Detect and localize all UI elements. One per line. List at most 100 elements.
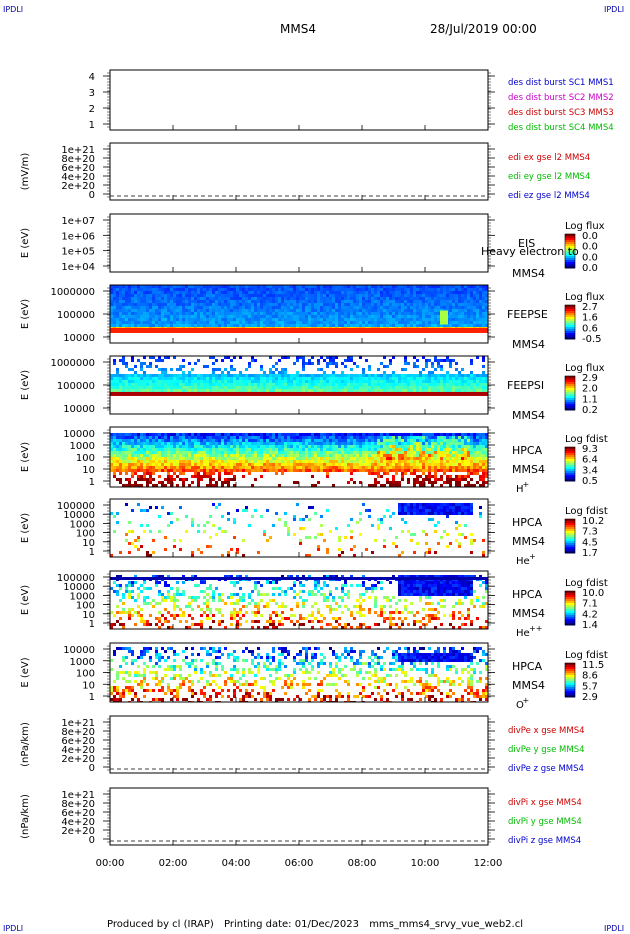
panel-divpi: divPi x gse MMS4 divPi y gse MMS4 divPi z … xyxy=(20,787,582,846)
legend-entry: divPe y gse MMS4 xyxy=(508,745,585,755)
colorbar-tick: 9.3 xyxy=(582,444,598,455)
colorbar-title: Log flux xyxy=(565,292,605,303)
x-tick-label: 00:00 xyxy=(96,858,125,869)
y-tick-label: 1000000 xyxy=(50,358,95,369)
y-axis-label: E (eV) xyxy=(20,585,31,615)
legend-entry: edi ez gse l2 MMS4 xyxy=(508,191,590,201)
y-tick-label: 1 xyxy=(89,477,95,488)
colorbar-tick: 2.7 xyxy=(582,302,598,313)
colorbar-tick: 3.4 xyxy=(582,465,598,476)
y-tick-label: 1e+06 xyxy=(61,231,95,242)
probe-label: MMS4 xyxy=(512,679,545,692)
probe-label: MMS4 xyxy=(512,607,545,620)
legend-entry: des dist burst SC4 MMS4 xyxy=(508,123,614,133)
colorbar-tick: 0.0 xyxy=(582,252,598,263)
y-tick-label: 2e+20 xyxy=(61,826,95,837)
legend-entry: edi ey gse l2 MMS4 xyxy=(508,172,590,182)
y-tick-label: 1000 xyxy=(70,441,95,452)
corner-label-tl: IPDLI xyxy=(3,5,24,14)
y-tick-label: 100 xyxy=(76,601,95,612)
panel-hpca_h: Log fdist9.36.43.40.5HPCAMMS4H+100001000… xyxy=(20,426,608,495)
x-tick-label: 08:00 xyxy=(348,858,377,869)
colorbar-title: Log fdist xyxy=(565,434,608,445)
spectrogram-hpca_hepp xyxy=(110,575,488,629)
footer: Produced by cl (IRAP) Printing date: 01/… xyxy=(0,919,630,930)
y-tick-label: 10000 xyxy=(63,333,95,344)
y-tick-label: 10 xyxy=(82,538,95,549)
panel-divpe: divPe x gse MMS4 divPe y gse MMS4 divPe z … xyxy=(20,715,585,774)
panel-frame xyxy=(109,213,489,273)
y-tick-label: 3 xyxy=(89,88,95,99)
panel-frame xyxy=(109,715,489,774)
y-tick-label: 1e+21 xyxy=(61,145,95,156)
y-axis-label: E (eV) xyxy=(20,370,31,400)
y-tick-label: 1000 xyxy=(70,591,95,602)
y-tick-label: 10000 xyxy=(63,582,95,593)
species-charge: + xyxy=(523,480,530,489)
y-tick-label: 1e+21 xyxy=(61,718,95,729)
colorbar-tick: 11.5 xyxy=(582,660,604,671)
colorbar-tick: 1.6 xyxy=(582,313,598,324)
legend-entry: edi ex gse l2 MMS4 xyxy=(508,153,590,163)
y-tick-label: 4 xyxy=(89,72,95,83)
y-axis-label: (mV/m) xyxy=(20,153,31,191)
y-tick-label: 10 xyxy=(82,680,95,691)
colorbar-tick: 1.4 xyxy=(582,620,598,631)
panel-frame xyxy=(109,787,489,846)
colorbar-tick: 4.5 xyxy=(582,537,598,548)
y-tick-label: 10000 xyxy=(63,645,95,656)
y-axis-label: (nPa/km) xyxy=(20,722,31,767)
y-tick-label: 0 xyxy=(89,190,95,201)
colorbar-tick: 6.4 xyxy=(582,455,598,466)
y-axis-label: E (eV) xyxy=(20,657,31,687)
legend-entry: divPe z gse MMS4 xyxy=(508,764,584,774)
spectrogram-hpca_o xyxy=(110,647,488,702)
y-tick-label: 6e+20 xyxy=(61,808,95,819)
y-tick-label: 1 xyxy=(89,547,95,558)
species-label: He xyxy=(516,556,530,567)
corner-label-tr: IPDLI xyxy=(604,5,625,14)
colorbar-tick: 8.6 xyxy=(582,671,598,682)
colorbar-tick: 0.6 xyxy=(582,323,598,334)
y-tick-label: 8e+20 xyxy=(61,154,95,165)
y-tick-label: 10 xyxy=(82,610,95,621)
panel-hpca_o: Log fdist11.58.65.72.9HPCAMMS4O+10000100… xyxy=(20,642,608,711)
panel-edi: edi ex gse l2 MMS4 edi ey gse l2 MMS4 edi … xyxy=(20,142,590,201)
colorbar-tick: 0.0 xyxy=(582,242,598,253)
x-tick-label: 04:00 xyxy=(222,858,251,869)
y-tick-label: 1e+04 xyxy=(61,262,95,273)
colorbar-title: Log flux xyxy=(565,221,605,232)
header-spacecraft: MMS4 xyxy=(280,22,316,36)
instrument-label: HPCA xyxy=(512,588,543,601)
y-tick-label: 1e+07 xyxy=(61,216,95,227)
y-tick-label: 1e+21 xyxy=(61,790,95,801)
colorbar-tick: 0.2 xyxy=(582,405,598,416)
footer-filename: mms_mms4_srvy_vue_web2.cl xyxy=(369,919,523,930)
colorbar-tick: 2.9 xyxy=(582,373,598,384)
colorbar-tick: 10.2 xyxy=(582,516,604,527)
y-tick-label: 100000 xyxy=(57,381,95,392)
y-tick-label: 8e+20 xyxy=(61,727,95,738)
colorbar-title: Log fdist xyxy=(565,506,608,517)
y-tick-label: 100 xyxy=(76,453,95,464)
y-tick-label: 100000 xyxy=(57,501,95,512)
panel-frame xyxy=(109,69,489,131)
colorbar-tick: 1.7 xyxy=(582,548,598,559)
y-tick-label: 1000 xyxy=(70,519,95,530)
species-label: H xyxy=(516,484,524,495)
legend-entry: des dist burst SC3 MMS3 xyxy=(508,108,614,118)
y-tick-label: 1000 xyxy=(70,657,95,668)
y-tick-label: 10000 xyxy=(63,510,95,521)
species-label: He xyxy=(516,628,530,639)
instrument-label: FEEPSI xyxy=(507,379,544,392)
legend-entry: divPi z gse MMS4 xyxy=(508,836,581,846)
instrument-label: HPCA xyxy=(512,516,543,529)
